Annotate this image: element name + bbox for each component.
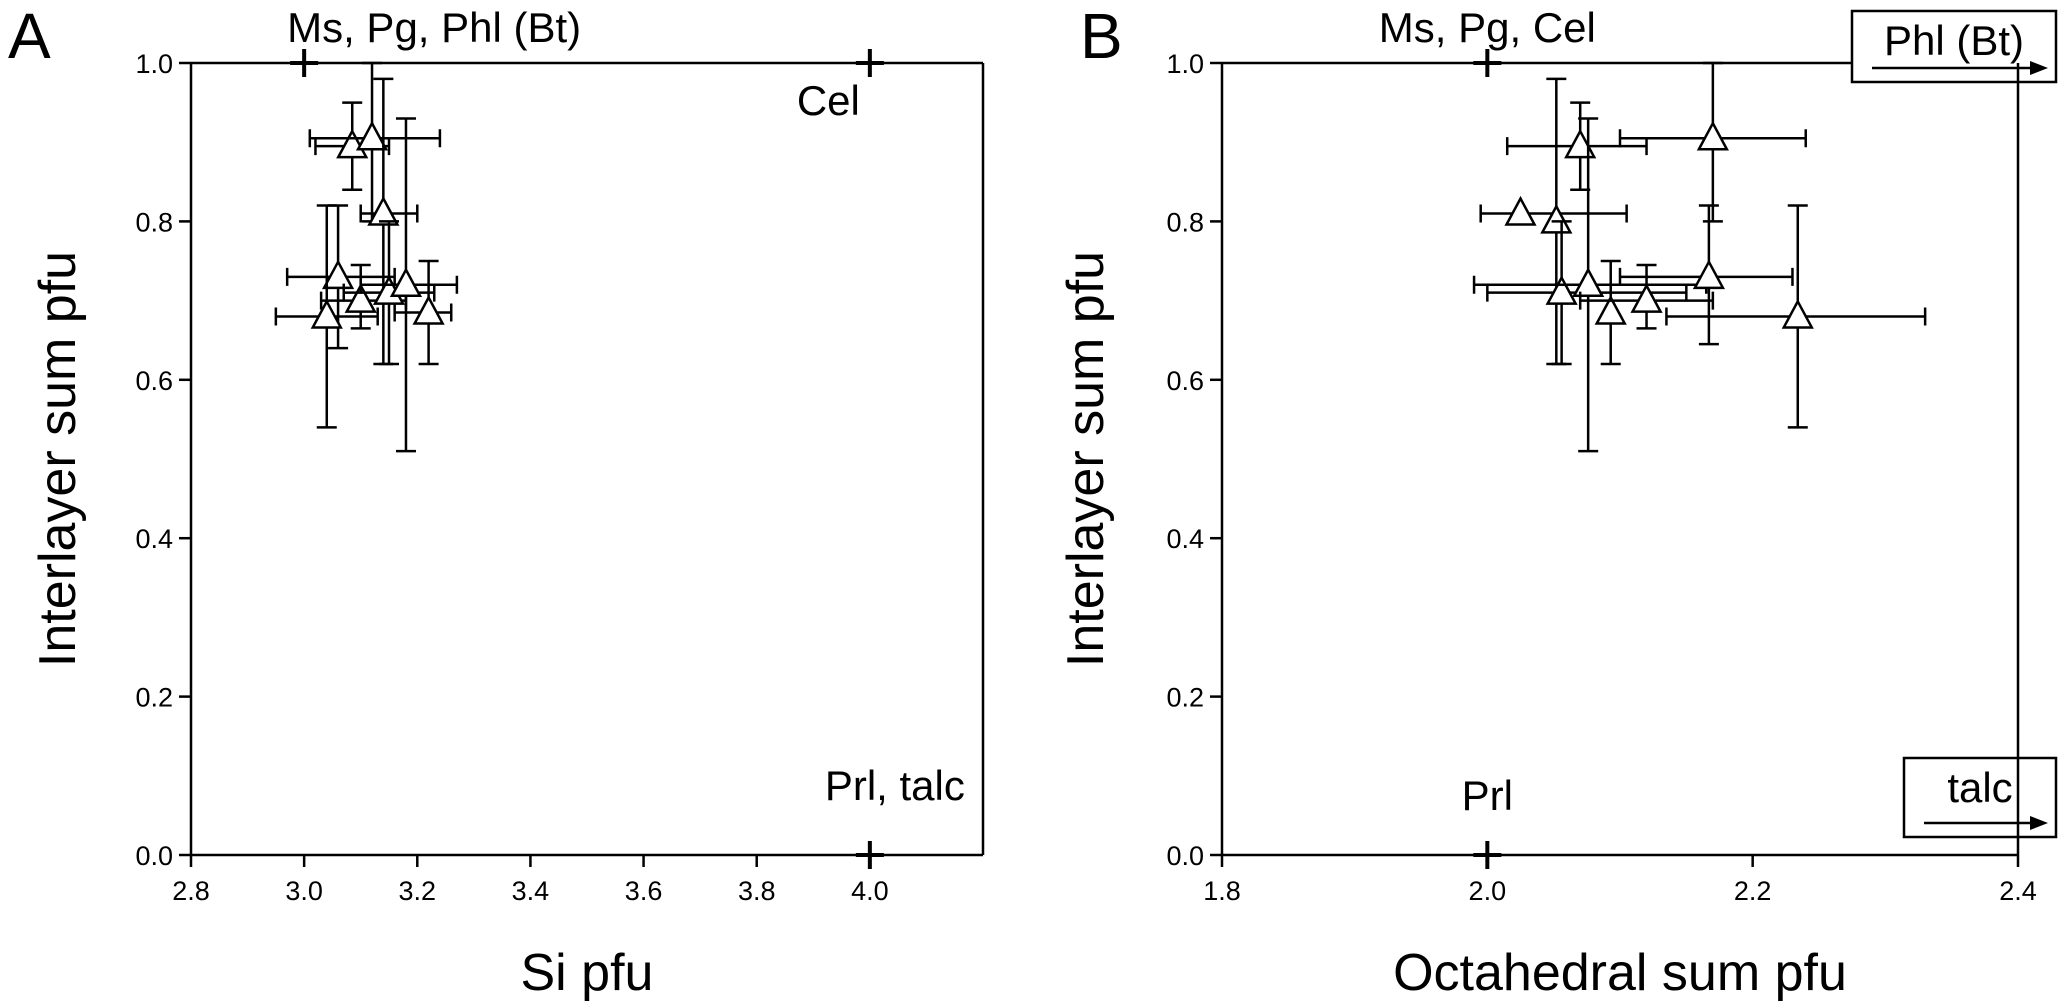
arrow-head-icon bbox=[2030, 61, 2048, 75]
annotation-label: Ms, Pg, Phl (Bt) bbox=[287, 4, 581, 51]
data-point-triangle bbox=[336, 128, 369, 159]
endmember-cross bbox=[1473, 49, 1502, 77]
x-tick-label: 3.0 bbox=[285, 876, 323, 906]
y-tick-label: 0.0 bbox=[135, 841, 173, 871]
annotation-label: Ms, Pg, Cel bbox=[1379, 4, 1596, 51]
data-point-triangle bbox=[389, 267, 423, 298]
x-tick-label: 4.0 bbox=[851, 876, 889, 906]
endmember-cross bbox=[290, 49, 319, 77]
x-tick-label: 3.4 bbox=[512, 876, 550, 906]
endmember-cross bbox=[855, 841, 884, 869]
endmember-cross bbox=[855, 49, 884, 77]
y-tick-label: 0.2 bbox=[1166, 683, 1204, 713]
panel-label: B bbox=[1080, 0, 1123, 72]
data-point-triangle bbox=[1540, 203, 1573, 234]
y-tick-label: 0.4 bbox=[135, 524, 173, 554]
data-point-triangle bbox=[1630, 282, 1663, 313]
data-point-triangle bbox=[1781, 298, 1814, 329]
boxed-label: talc bbox=[1947, 764, 2012, 811]
annotation-label: Cel bbox=[797, 77, 860, 124]
panel-label: A bbox=[8, 0, 51, 72]
y-axis-title: Interlayer sum pfu bbox=[29, 251, 87, 667]
boxed-label: Phl (Bt) bbox=[1884, 17, 2024, 64]
x-tick-label: 3.6 bbox=[625, 876, 663, 906]
x-tick-label: 3.2 bbox=[399, 876, 437, 906]
y-tick-label: 1.0 bbox=[135, 49, 173, 79]
x-axis-title: Si pfu bbox=[521, 944, 654, 1002]
data-point-triangle bbox=[1504, 195, 1537, 226]
label-box bbox=[1850, 9, 2058, 84]
data-point-triangle bbox=[321, 259, 355, 290]
data-point-triangle bbox=[412, 294, 445, 325]
data-point-triangle bbox=[310, 298, 343, 329]
label-box bbox=[1902, 756, 2058, 839]
data-point-triangle bbox=[344, 282, 377, 313]
data-point-triangle bbox=[355, 120, 389, 151]
y-tick-label: 0.6 bbox=[135, 366, 173, 396]
data-point-triangle bbox=[1545, 275, 1578, 305]
x-tick-label: 1.8 bbox=[1203, 876, 1241, 906]
endmember-cross bbox=[1473, 841, 1502, 869]
y-tick-label: 0.8 bbox=[135, 207, 173, 237]
data-point-triangle bbox=[367, 195, 400, 226]
data-point-triangle bbox=[1572, 267, 1605, 298]
data-point-triangle bbox=[1564, 128, 1597, 159]
data-point-triangle bbox=[1692, 259, 1725, 290]
x-axis-title: Octahedral sum pfu bbox=[1393, 944, 1847, 1002]
x-tick-label: 2.4 bbox=[1999, 876, 2037, 906]
y-tick-label: 0.2 bbox=[135, 683, 173, 713]
annotation-label: Prl bbox=[1462, 772, 1513, 819]
x-tick-label: 2.8 bbox=[172, 876, 210, 906]
x-tick-label: 2.0 bbox=[1469, 876, 1507, 906]
y-tick-label: 0.8 bbox=[1166, 207, 1204, 237]
y-tick-label: 0.0 bbox=[1166, 841, 1204, 871]
annotation-label: Prl, talc bbox=[825, 762, 965, 809]
y-tick-label: 1.0 bbox=[1166, 49, 1204, 79]
data-point-triangle bbox=[1594, 294, 1627, 325]
y-axis-title: Interlayer sum pfu bbox=[1057, 251, 1115, 667]
arrow-head-icon bbox=[2030, 816, 2048, 830]
y-tick-label: 0.4 bbox=[1166, 524, 1204, 554]
x-tick-label: 3.8 bbox=[738, 876, 776, 906]
data-point-triangle bbox=[1696, 120, 1729, 151]
y-tick-label: 0.6 bbox=[1166, 366, 1204, 396]
x-tick-label: 2.2 bbox=[1734, 876, 1772, 906]
